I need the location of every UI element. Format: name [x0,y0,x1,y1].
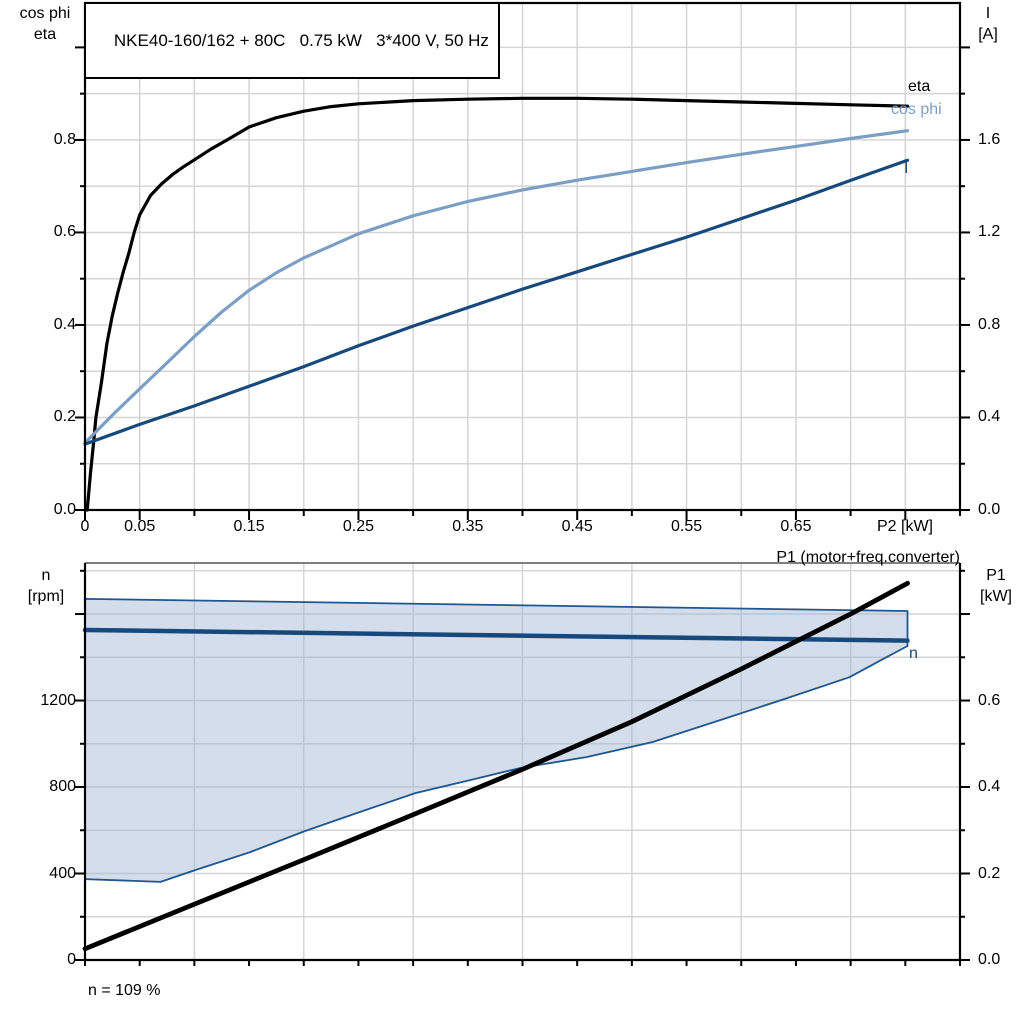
top-y-right-tick-label: 1.2 [978,223,1001,241]
chart-title: NKE40-160/162 + 80C 0.75 kW 3*400 V, 50 … [113,31,489,50]
bottom-y-right-tick-label: 0.6 [978,691,1001,709]
top-y-left-tick-label: 0.4 [53,315,76,333]
top-x-tick-label: 0 [80,518,90,535]
speed-range-area [84,598,909,883]
top-grid [85,3,960,510]
top-y-left-axis-title-line2: eta [33,26,57,43]
top-y-left-tick-label: 0.2 [53,408,76,426]
top-x-tick-label: 0.55 [670,518,703,535]
p1-curve [82,580,910,952]
top-x-tick-label: 0.15 [233,518,265,535]
top-y-right-tick-label: 0.8 [978,315,1001,333]
top-y-left-axis-title-line1: cos phi [19,5,71,22]
top-y-right-tick-label: 0.0 [978,501,1001,518]
bottom-y-right-axis-title-line2: [kW] [980,588,1012,605]
bottom-y-right-tick-label: 0.0 [978,951,1001,968]
eta-curve-label: eta [908,78,931,95]
eta-curve [85,96,910,512]
top-y-left-tick-label: 0.6 [53,223,76,241]
top-x-tick-label: 0.65 [780,518,812,535]
bottom-grid [85,563,960,960]
speed-annotation: n = 109 % [88,982,161,999]
top-x-tick-label: 0.05 [124,518,156,535]
top-y-right-axis-title-line2: [A] [978,26,998,43]
top-y-left-tick-label: 0.8 [53,130,76,148]
top-y-right-tick-label: 1.6 [978,130,1001,148]
n-curve-label: n [909,645,918,662]
top-y-right-tick-label: 0.4 [978,408,1001,426]
bottom-y-left-tick-label: 0 [67,951,76,968]
bottom-y-left-tick-label: 800 [49,778,76,795]
top-axis-ticks [75,46,970,520]
top-x-tick-label: 0.45 [561,518,593,535]
bottom-y-left-axis-title-line2: [rpm] [27,588,65,605]
top-y-left-tick-label: 0.0 [53,501,76,518]
bottom-y-right-axis-title-line1: P1 [986,567,1006,584]
current-curve [83,158,910,446]
bottom-y-right-tick-label: 0.4 [978,778,1001,795]
bottom-y-left-tick-label: 1200 [40,691,76,709]
bottom-axis-ticks [75,569,970,966]
bottom-y-right-tick-label: 0.2 [978,864,1001,882]
top-y-right-axis-title-line1: I [985,5,991,22]
bottom-y-left-tick-label: 400 [49,864,76,882]
p1-curve-label: P1 (motor+freq.converter) [776,549,960,566]
chart-title-box: NKE40-160/162 + 80C 0.75 kW 3*400 V, 50 … [84,2,500,79]
bottom-y-left-axis-title-line1: n [41,567,51,584]
current-curve-label: I [904,160,909,177]
n-curve [82,627,910,643]
top-x-tick-label: 0.35 [452,518,484,535]
cos-phi-curve [83,129,910,445]
top-x-axis-unit-label: P2 [kW] [876,518,933,535]
cos-phi-curve-label: cos phi [891,101,942,118]
top-x-tick-label: 0.25 [342,518,374,535]
